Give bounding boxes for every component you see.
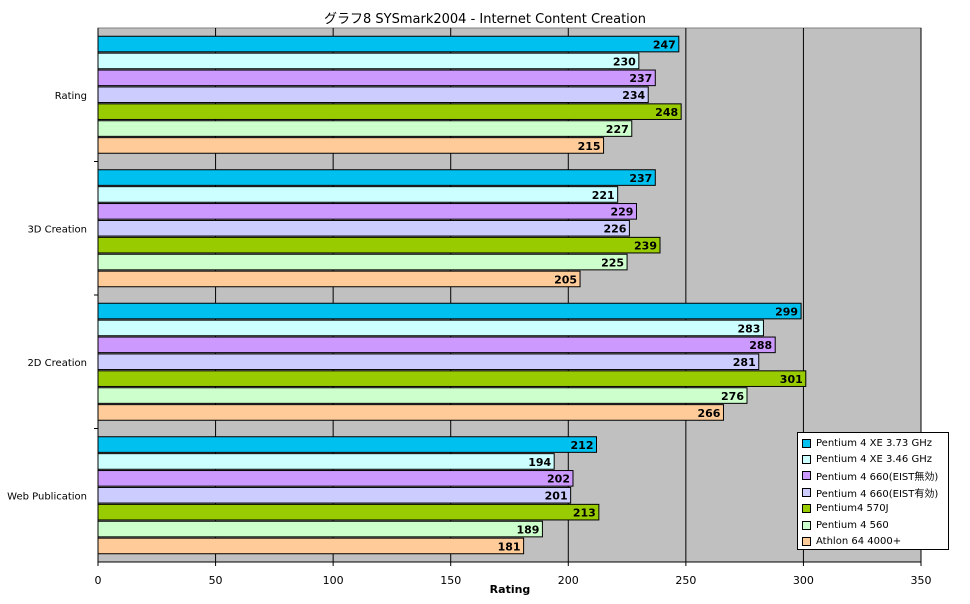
legend-swatch [802,537,811,547]
data-label: 288 [749,339,772,352]
legend-label: Pentium 4 XE 3.73 GHz [816,437,932,449]
x-tick-label: 0 [95,574,102,587]
category-label: 3D Creation [27,224,87,235]
bar [97,470,574,487]
x-tick-label: 50 [209,574,223,587]
legend-label: Pentium4 570J [816,503,889,515]
x-axis-label: Rating [489,583,531,596]
category-label: Web Publication [7,491,87,502]
data-label: 215 [578,140,601,153]
data-label: 194 [528,456,551,469]
data-label: 283 [737,322,760,335]
data-label: 234 [622,89,645,102]
data-label: 213 [573,506,596,519]
x-tick-label: 250 [675,574,696,587]
legend: Pentium 4 XE 3.73 GHz Pentium 4 XE 3.46 G… [797,432,949,550]
legend-swatch [802,504,811,514]
legend-item: Athlon 64 4000+ [802,533,944,549]
legend-label: Pentium 4 660(EIST無効) [816,472,939,484]
legend-swatch [802,487,811,497]
data-label: 227 [606,123,629,136]
data-label: 239 [634,239,657,252]
data-label: 202 [547,473,570,486]
bar [97,219,630,237]
data-label: 237 [629,172,652,185]
bar [97,503,600,521]
bar [97,35,680,53]
bar [97,336,776,354]
bar [97,370,807,387]
x-tick-label: 150 [440,574,461,587]
data-label: 299 [775,305,798,318]
legend-label: Athlon 64 4000+ [816,536,902,548]
legend-item: Pentium 4 560 [802,517,944,533]
legend-item: Pentium 4 660(EIST有効) [802,484,944,500]
bar [97,120,633,137]
bar [97,302,802,320]
bar [97,203,637,220]
chart-title: グラフ8 SYSmark2004 - Internet Content Crea… [324,12,646,27]
data-label: 247 [653,38,676,51]
bar [97,520,543,538]
bar [97,404,724,421]
bar [97,236,661,254]
category-label: 2D Creation [27,358,87,369]
data-label: 189 [516,523,539,536]
bar [97,436,598,453]
legend-swatch [802,471,811,481]
bar [97,52,640,70]
bar [97,69,656,87]
x-tick-label: 100 [323,574,344,587]
category-label: Rating [55,91,87,102]
bar [97,253,628,271]
data-label: 237 [629,72,652,85]
x-tick-label: 300 [793,574,814,587]
x-tick-label: 200 [558,574,579,587]
data-label: 226 [603,223,626,236]
legend-swatch [802,455,811,465]
bar [97,137,605,154]
legend-label: Pentium 4 560 [816,519,889,531]
bar [97,86,649,104]
legend-swatch [802,520,811,530]
x-tick-label: 350 [911,574,932,587]
data-label: 229 [611,206,634,219]
bar [97,387,748,404]
data-label: 205 [554,273,577,286]
legend-swatch [802,438,811,448]
bar [97,103,682,120]
legend-item: Pentium4 570J [802,501,944,517]
data-label: 301 [780,373,803,386]
data-label: 266 [698,407,721,420]
bar [97,453,555,470]
legend-item: Pentium 4 XE 3.46 GHz [802,451,944,467]
bar [97,270,581,288]
data-label: 230 [613,55,636,68]
data-label: 212 [571,439,594,452]
data-label: 181 [498,540,521,553]
bar [97,537,525,555]
data-label: 276 [721,390,744,403]
data-label: 201 [545,490,568,503]
bar [97,186,619,203]
bar [97,486,572,504]
data-label: 221 [592,189,615,202]
data-label: 248 [655,106,678,119]
data-label: 225 [601,256,624,269]
legend-label: Pentium 4 XE 3.46 GHz [816,454,932,466]
legend-item: Pentium 4 XE 3.73 GHz [802,435,944,451]
legend-item: Pentium 4 660(EIST無効) [802,468,944,484]
bar [97,353,760,371]
data-label: 281 [733,356,756,369]
legend-label: Pentium 4 660(EIST有効) [816,488,939,500]
bar [97,319,764,337]
bar [97,169,656,186]
